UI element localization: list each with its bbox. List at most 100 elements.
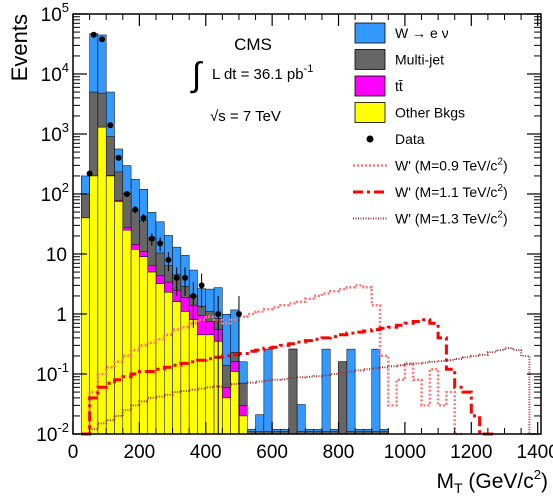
x-tick-label: 400 — [190, 442, 222, 463]
x-label-sub: T — [454, 480, 463, 496]
bar-other — [180, 311, 190, 435]
lumi-integral-sign: ∫ — [190, 56, 203, 94]
data-point — [190, 292, 197, 299]
x-tick-label: 800 — [323, 442, 355, 463]
data-point — [86, 170, 93, 177]
legend-swatch-wenu — [354, 22, 386, 44]
y-tick-mantissa: 10 — [36, 425, 57, 446]
legend-text: tt̄ — [395, 78, 403, 94]
y-tick-exponent: -2 — [57, 420, 69, 435]
bar-wenu — [371, 348, 381, 435]
y-tick-exponent: 4 — [62, 60, 69, 75]
bar-other — [197, 334, 207, 435]
bar-wenu — [321, 348, 331, 435]
x-tick-label: 1400 — [517, 442, 553, 463]
x-tick-label: 200 — [124, 442, 156, 463]
x-label-end: ) — [541, 470, 548, 493]
legend-label-wenu: W → e ν — [395, 25, 449, 41]
experiment-label: CMS — [234, 35, 272, 54]
data-point — [99, 36, 106, 43]
legend-end: ) — [503, 184, 508, 200]
bar-wenu — [296, 404, 306, 435]
data-point — [157, 240, 164, 247]
data-point — [90, 31, 97, 38]
x-label-main: M — [437, 470, 455, 493]
legend-label-other: Other Bkgs — [395, 105, 465, 121]
y-tick-label: 102 — [41, 180, 69, 206]
legend-swatch-multijet — [354, 49, 386, 70]
signal-line-wprime09 — [81, 284, 463, 436]
x-label-sup: 2 — [534, 467, 541, 482]
y-tick-exponent: 2 — [62, 180, 69, 195]
legend-text: Multi-jet — [395, 52, 444, 68]
y-axis-label: Events — [7, 14, 32, 81]
axes: 020040060080010001200140010-210-11101021… — [36, 0, 553, 463]
legend: W → e ν Multi-jet tt̄ Other Bkgs Data W' (M=0… — [353, 22, 508, 227]
y-tick-label: 105 — [41, 0, 69, 26]
y-tick-mantissa: 10 — [41, 125, 62, 146]
bar-other — [122, 229, 132, 435]
legend-swatch-ttbar — [354, 75, 386, 97]
legend-label-wprime13: W' (M=1.3 TeV/c2) — [395, 210, 508, 227]
energy-sqrt: √ — [210, 108, 219, 125]
data-point — [173, 274, 180, 281]
legend-end: ) — [503, 158, 508, 174]
legend-sup: 2 — [497, 157, 503, 168]
energy-text: s = 7 TeV — [218, 108, 281, 125]
legend-text: Other Bkgs — [395, 105, 465, 121]
y-tick-label: 10 — [46, 245, 67, 266]
x-tick-label: 1200 — [450, 442, 492, 463]
legend-label-wprime09: W' (M=0.9 TeV/c2) — [395, 157, 508, 174]
stacked-histogram — [81, 33, 389, 435]
bar-multijet — [288, 348, 298, 435]
y-tick-mantissa: 10 — [41, 185, 62, 206]
bar-other — [238, 415, 248, 435]
legend-text: W' (M=0.9 TeV/c — [395, 158, 497, 174]
data-point — [132, 206, 139, 213]
signal-curves — [81, 284, 538, 436]
x-tick-label: 1000 — [384, 442, 426, 463]
signal-line-wprime11 — [81, 318, 497, 436]
y-tick-label: 10-1 — [36, 360, 69, 386]
bar-other — [114, 201, 124, 435]
bar-other — [105, 175, 115, 435]
x-label-rest: (GeV/c — [463, 470, 534, 493]
y-tick-mantissa: 10 — [41, 5, 62, 26]
bar-other — [222, 397, 231, 435]
data-point — [148, 235, 155, 242]
y-tick-exponent: -1 — [57, 360, 69, 375]
y-tick-label: 10-2 — [36, 420, 69, 446]
lumi-label: L dt = 36.1 pb-1 — [212, 63, 313, 83]
x-tick-label: 600 — [256, 442, 288, 463]
legend-end: ) — [503, 211, 508, 227]
y-tick-exponent: 5 — [62, 0, 69, 15]
bar-other — [172, 301, 182, 435]
bar-wenu — [263, 348, 273, 435]
legend-sup: 2 — [497, 210, 503, 221]
lumi-text: L dt = 36.1 pb — [212, 66, 304, 83]
x-axis-label: MT (GeV/c2) — [437, 467, 548, 496]
legend-label-multijet: Multi-jet — [395, 52, 444, 68]
legend-text: W → e ν — [395, 25, 449, 41]
legend-sup: 2 — [497, 183, 503, 194]
data-point — [182, 274, 189, 281]
bar-other — [89, 175, 99, 435]
x-tick-label: 0 — [68, 442, 79, 463]
lumi-exp: -1 — [304, 63, 314, 75]
legend-marker-data — [366, 135, 374, 143]
bar-other — [188, 319, 198, 435]
energy-label: √s = 7 TeV — [210, 108, 281, 125]
y-tick-mantissa: 10 — [41, 65, 62, 86]
legend-label-wprime11: W' (M=1.1 TeV/c2) — [395, 183, 508, 200]
y-tick-exponent: 3 — [62, 120, 69, 135]
data-point — [215, 311, 222, 317]
data-point — [107, 122, 114, 129]
y-tick-label: 104 — [41, 60, 69, 86]
legend-text: W' (M=1.1 TeV/c — [395, 184, 497, 200]
bar-other — [164, 292, 173, 435]
bar-other — [205, 334, 215, 435]
y-tick-label: 103 — [41, 120, 69, 146]
bar-other — [155, 283, 165, 435]
